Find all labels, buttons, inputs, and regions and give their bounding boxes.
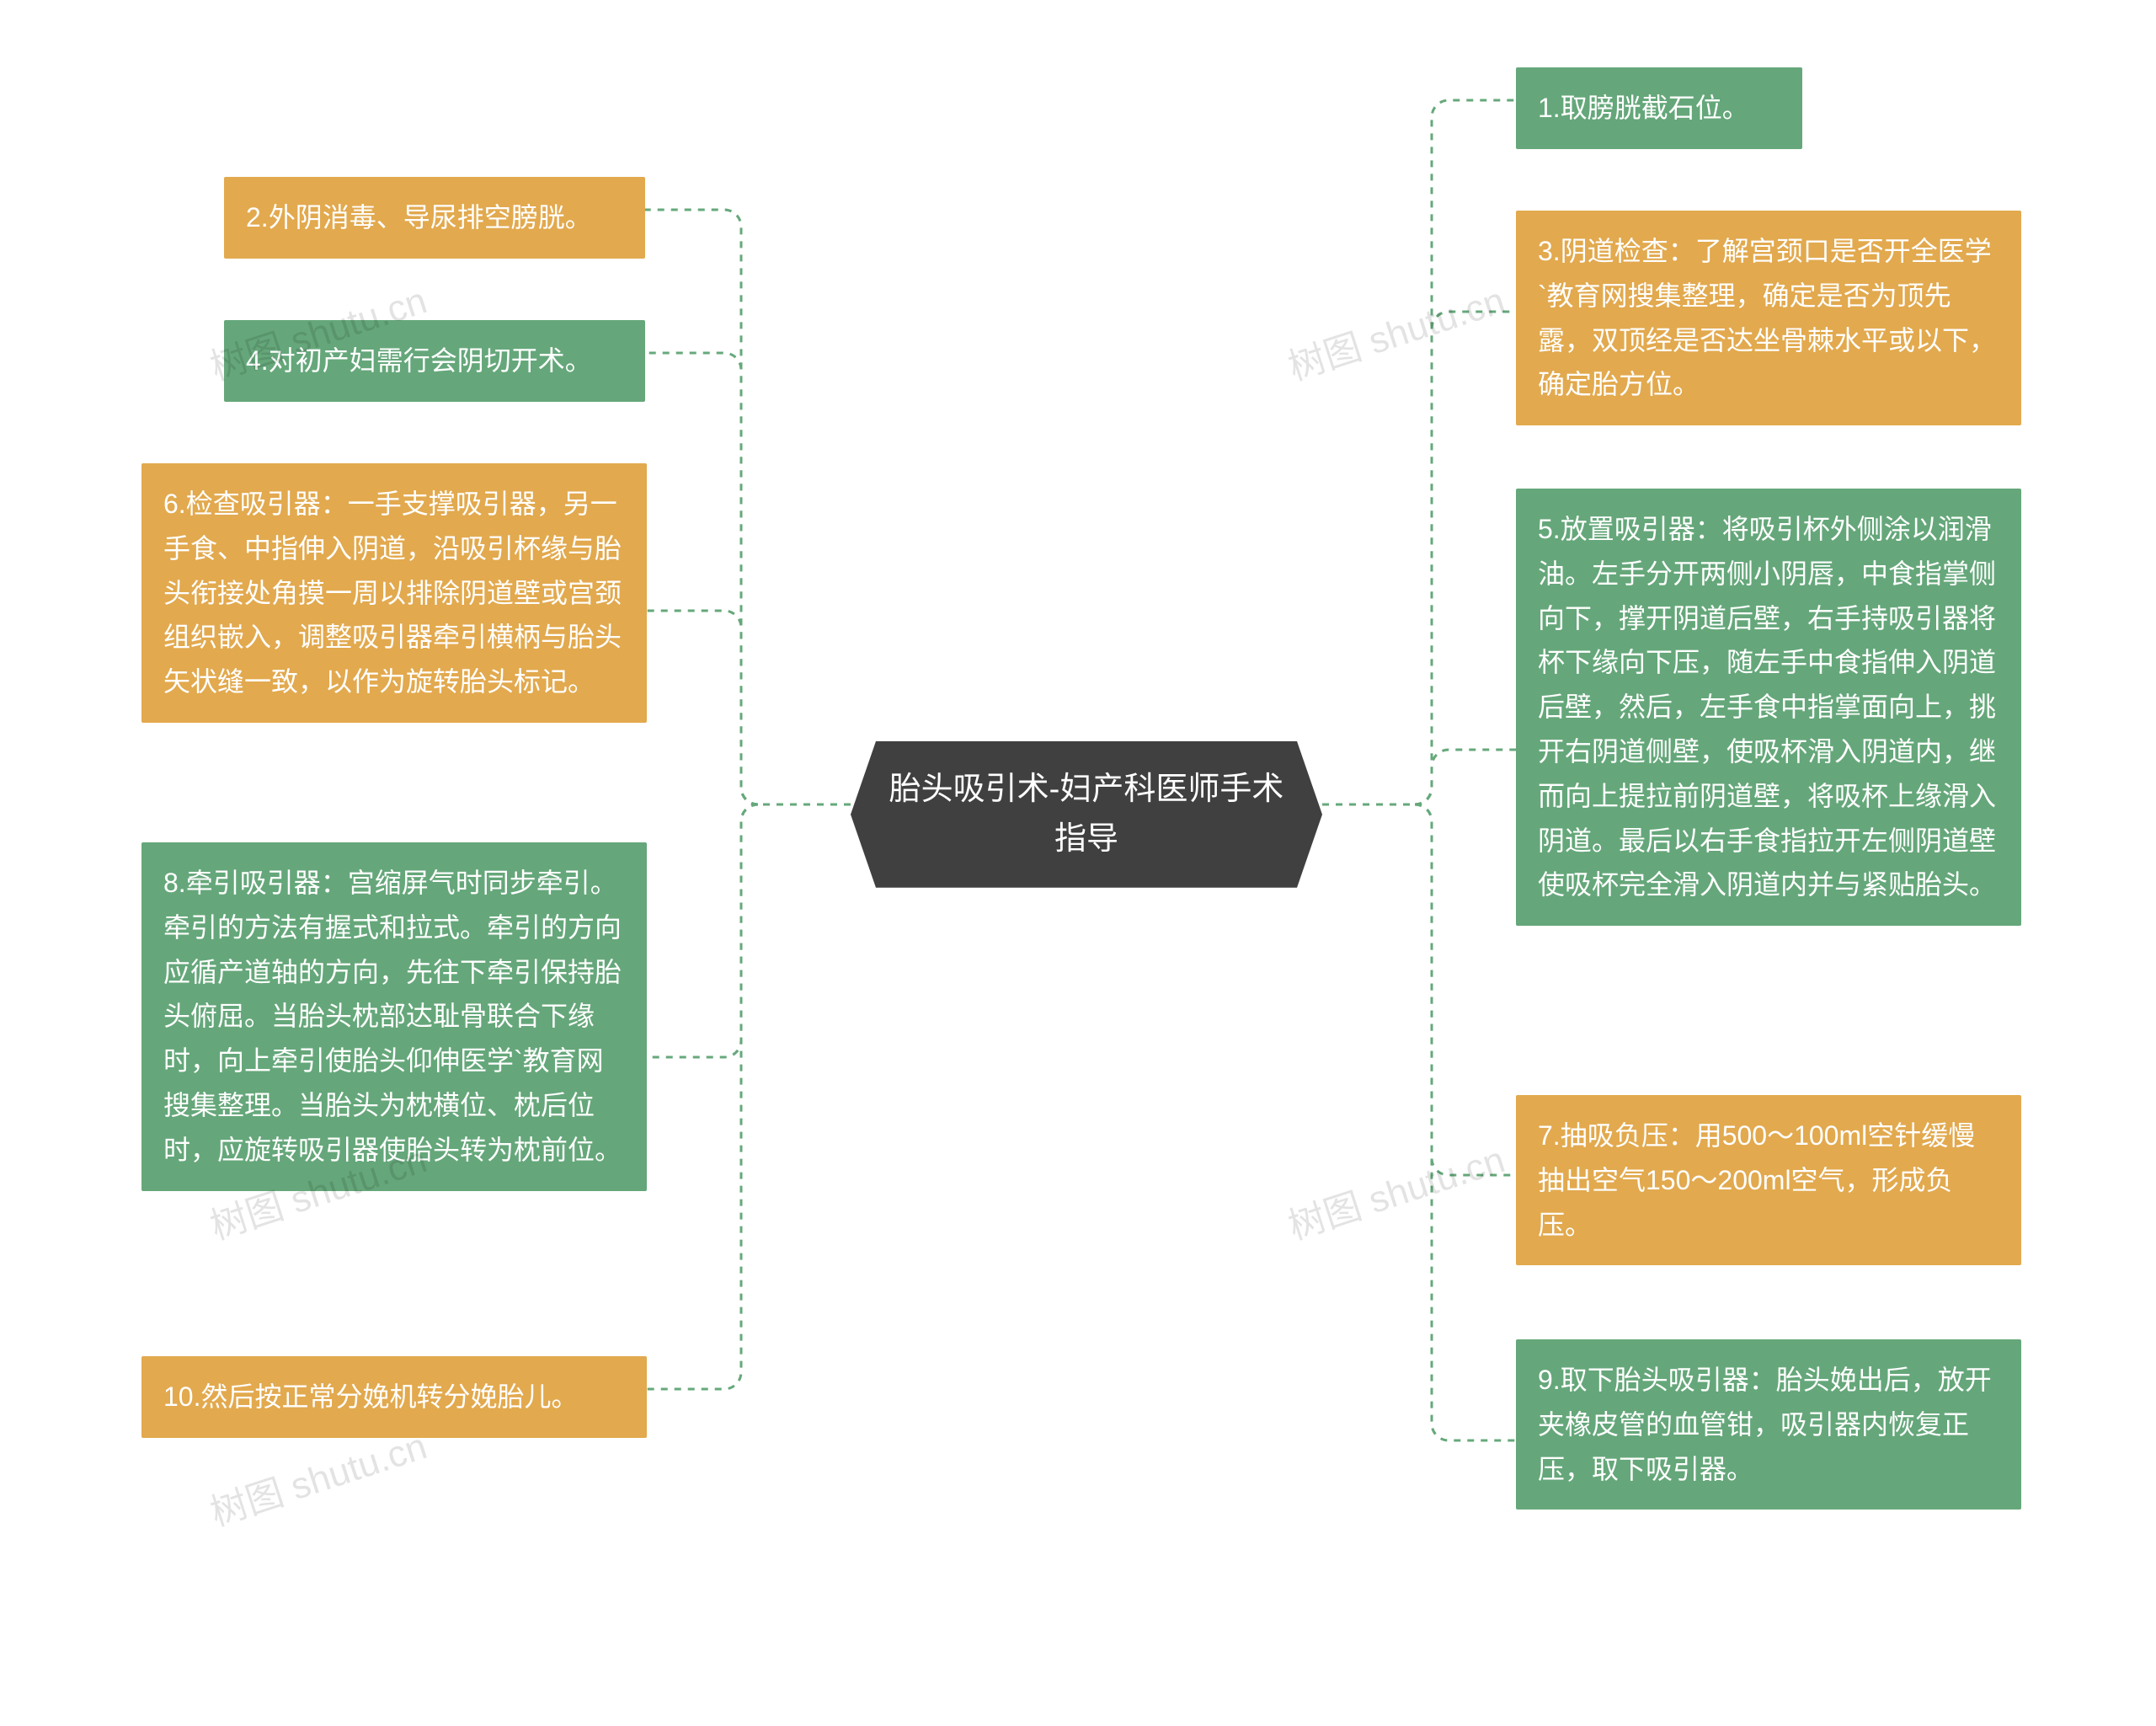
mindmap-canvas: 胎头吸引术-妇产科医师手术指导 2.外阴消毒、导尿排空膀胱。 4.对初产妇需行会… — [0, 0, 2156, 1726]
step-2: 2.外阴消毒、导尿排空膀胱。 — [224, 177, 645, 259]
step-8: 8.牵引吸引器：宫缩屏气时同步牵引。牵引的方法有握式和拉式。牵引的方向应循产道轴… — [141, 842, 647, 1191]
step-1: 1.取膀胱截石位。 — [1516, 67, 1802, 149]
watermark: 树图 shutu.cn — [1280, 270, 1510, 391]
step-4: 4.对初产妇需行会阴切开术。 — [224, 320, 645, 402]
center-node: 胎头吸引术-妇产科医师手术指导 — [851, 741, 1322, 888]
step-6: 6.检查吸引器：一手支撑吸引器，另一手食、中指伸入阴道，沿吸引杯缘与胎头衔接处角… — [141, 463, 647, 723]
step-3: 3.阴道检查：了解宫颈口是否开全医学`教育网搜集整理，确定是否为顶先露，双顶经是… — [1516, 211, 2021, 425]
watermark: 树图 shutu.cn — [1280, 1130, 1510, 1250]
step-9: 9.取下胎头吸引器：胎头娩出后，放开夹橡皮管的血管钳，吸引器内恢复正压，取下吸引… — [1516, 1339, 2021, 1510]
step-10: 10.然后按正常分娩机转分娩胎儿。 — [141, 1356, 647, 1438]
step-7: 7.抽吸负压：用500～100ml空针缓慢抽出空气150～200ml空气，形成负… — [1516, 1095, 2021, 1265]
step-5: 5.放置吸引器：将吸引杯外侧涂以润滑油。左手分开两侧小阴唇，中食指掌侧向下，撑开… — [1516, 489, 2021, 926]
